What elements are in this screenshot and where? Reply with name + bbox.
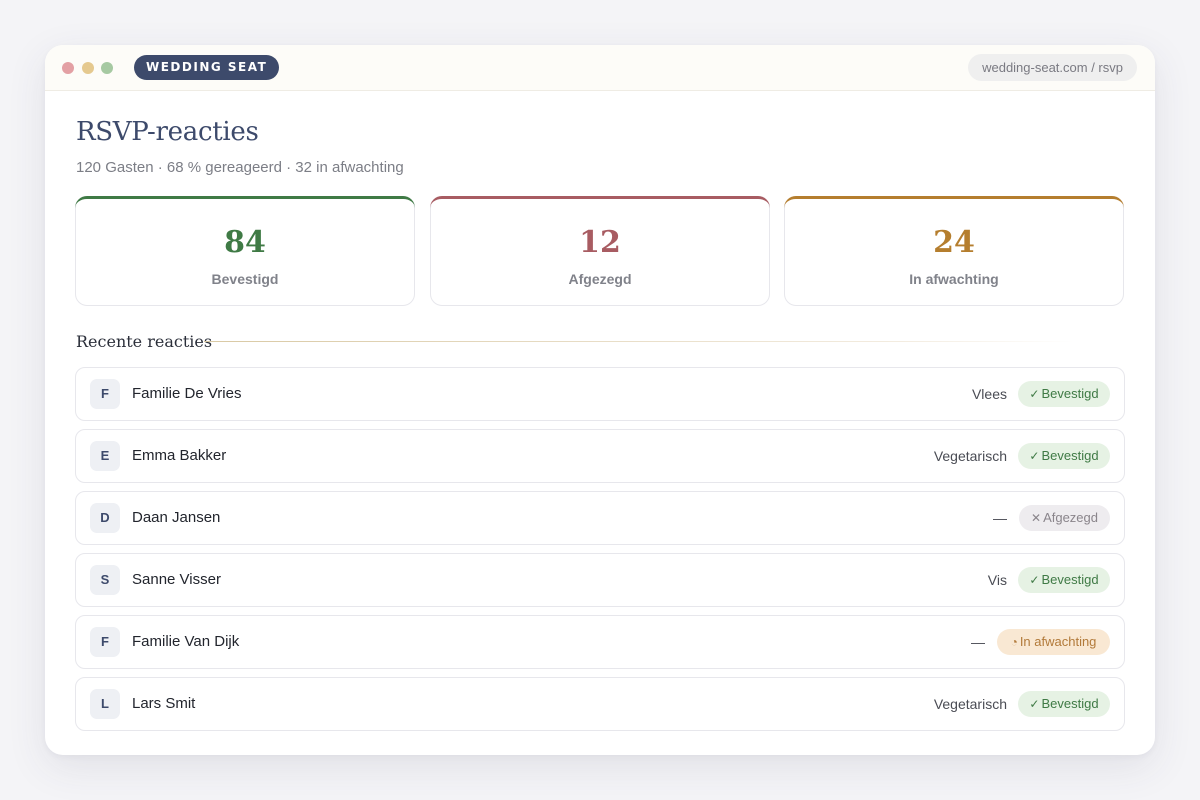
check-icon: ✓ [1029, 387, 1040, 401]
status-badge: ✓ Bevestigd [1018, 443, 1110, 469]
status-badge: ✕ Afgezegd [1019, 505, 1110, 531]
response-row[interactable]: F Familie Van Dijk — ◔ In afwachting [75, 615, 1125, 669]
guest-name: Familie De Vries [132, 385, 242, 402]
status-label: Bevestigd [1041, 386, 1099, 401]
close-window-dot[interactable] [62, 62, 74, 74]
status-badge: ◔ In afwachting [997, 629, 1110, 655]
status-badge: ✓ Bevestigd [1018, 691, 1110, 717]
avatar: F [90, 379, 120, 409]
response-row[interactable]: E Emma Bakker Vegetarisch ✓ Bevestigd [75, 429, 1125, 483]
guest-name: Daan Jansen [132, 509, 221, 526]
meal-choice: Vegetarisch [933, 448, 1007, 464]
brand-badge: WEDDING SEAT [134, 55, 280, 80]
page-subtitle: 120 Gasten · 68 % gereageerd · 32 in afw… [76, 159, 404, 176]
stat-value: 24 [933, 225, 975, 260]
maximize-window-dot[interactable] [101, 62, 113, 74]
guest-name: Familie Van Dijk [132, 633, 240, 650]
url-bar[interactable]: wedding-seat.com / rsvp [968, 54, 1137, 81]
app-window: WEDDING SEAT wedding-seat.com / rsvp RSV… [45, 45, 1155, 755]
meal-choice: Vis [987, 572, 1007, 588]
response-row[interactable]: F Familie De Vries Vlees ✓ Bevestigd [75, 367, 1125, 421]
stat-label: Afgezegd [568, 271, 632, 287]
guest-name: Sanne Visser [132, 571, 221, 588]
response-row[interactable]: S Sanne Visser Vis ✓ Bevestigd [75, 553, 1125, 607]
avatar: L [90, 689, 120, 719]
avatar: E [90, 441, 120, 471]
check-icon: ✓ [1029, 449, 1040, 463]
minimize-window-dot[interactable] [82, 62, 94, 74]
section-divider [204, 341, 1074, 342]
avatar: F [90, 627, 120, 657]
meal-choice: Vegetarisch [933, 696, 1007, 712]
avatar: S [90, 565, 120, 595]
meal-choice: Vlees [971, 386, 1007, 402]
clock-icon: ◔ [1010, 635, 1018, 649]
stat-card-pending: 24 In afwachting [784, 196, 1124, 306]
status-label: In afwachting [1019, 634, 1097, 649]
avatar: D [90, 503, 120, 533]
guest-name: Emma Bakker [132, 447, 227, 464]
status-badge: ✓ Bevestigd [1018, 567, 1110, 593]
stat-value: 12 [579, 225, 621, 260]
stat-value: 84 [224, 225, 266, 260]
stat-label: In afwachting [909, 271, 999, 287]
meal-choice: — [971, 634, 985, 650]
page-title: RSVP-reacties [76, 117, 259, 147]
stat-card-declined: 12 Afgezegd [430, 196, 770, 306]
check-icon: ✓ [1029, 573, 1040, 587]
title-bar: WEDDING SEAT wedding-seat.com / rsvp [45, 45, 1155, 91]
status-label: Afgezegd [1043, 510, 1098, 525]
section-title: Recente reacties [76, 332, 213, 351]
stat-card-confirmed: 84 Bevestigd [75, 196, 415, 306]
meal-choice: — [993, 510, 1007, 526]
response-row[interactable]: D Daan Jansen — ✕ Afgezegd [75, 491, 1125, 545]
response-row[interactable]: L Lars Smit Vegetarisch ✓ Bevestigd [75, 677, 1125, 731]
check-icon: ✓ [1029, 697, 1040, 711]
status-label: Bevestigd [1041, 572, 1099, 587]
status-label: Bevestigd [1041, 448, 1099, 463]
cross-icon: ✕ [1031, 511, 1042, 525]
status-badge: ✓ Bevestigd [1018, 381, 1110, 407]
stat-label: Bevestigd [211, 271, 279, 287]
guest-name: Lars Smit [132, 695, 196, 712]
status-label: Bevestigd [1041, 696, 1099, 711]
